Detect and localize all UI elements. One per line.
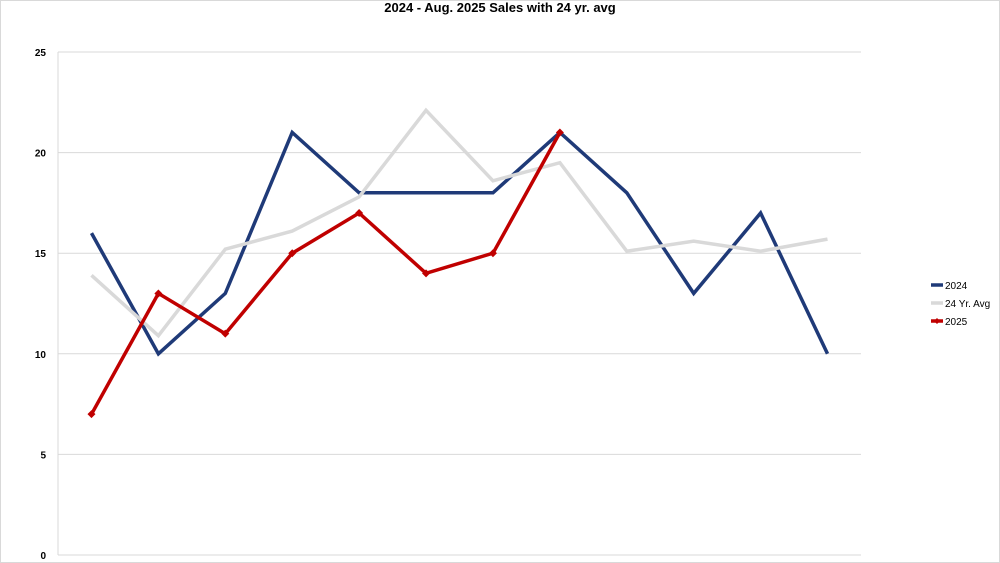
data-point-marker — [154, 289, 163, 298]
legend-label: 2025 — [945, 317, 968, 328]
y-tick-label: 10 — [35, 350, 47, 361]
legend-item: 2025 — [931, 317, 968, 328]
series-24-yr-avg — [90, 107, 828, 339]
data-point-marker — [288, 249, 297, 258]
series-layer — [87, 107, 830, 419]
data-point-marker — [355, 208, 364, 217]
y-tick-label: 15 — [35, 249, 47, 260]
y-tick-label: 5 — [40, 450, 46, 461]
series-line — [90, 107, 828, 339]
y-tick-label: 20 — [35, 149, 47, 160]
data-point-marker — [87, 410, 96, 419]
y-tick-label: 25 — [35, 48, 47, 59]
gridlines — [57, 51, 861, 556]
series-line — [89, 129, 830, 357]
legend-marker — [934, 318, 940, 324]
series-line — [89, 131, 562, 416]
legend-label: 24 Yr. Avg — [945, 299, 990, 310]
data-point-marker — [488, 249, 497, 258]
data-point-marker — [555, 128, 564, 137]
data-point-marker — [422, 269, 431, 278]
legend-item: 24 Yr. Avg — [931, 299, 990, 310]
data-point-marker — [221, 329, 230, 338]
series-2024 — [89, 129, 830, 357]
series-2025 — [87, 128, 564, 419]
y-axis-tick-labels: 0 5 10 15 20 25 — [35, 48, 47, 562]
legend-item: 2024 — [931, 281, 968, 292]
chart-title: 2024 - Aug. 2025 Sales with 24 yr. avg — [384, 0, 616, 15]
y-tick-label: 0 — [40, 551, 46, 562]
legend-label: 2024 — [945, 281, 968, 292]
legend: 2024 24 Yr. Avg 2025 — [931, 281, 990, 328]
